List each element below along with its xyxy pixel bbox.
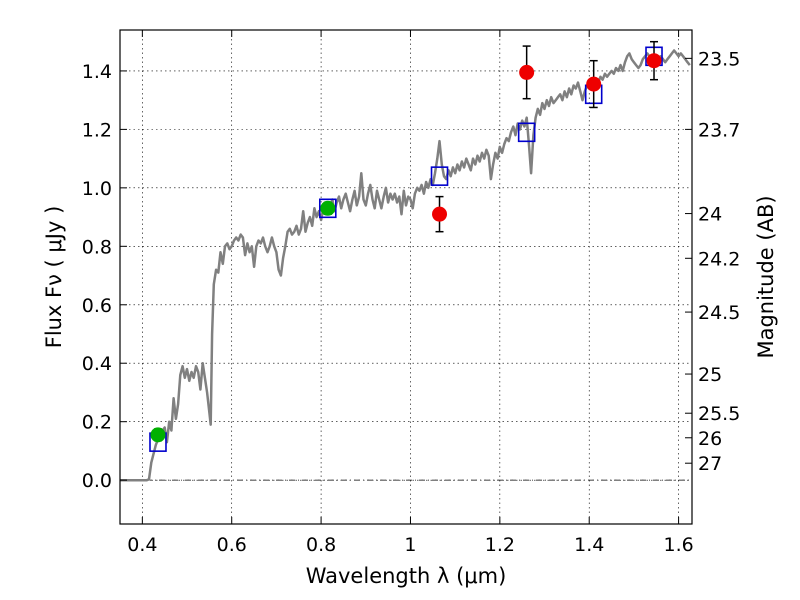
mag-tick-label: 27 [698,453,722,475]
photometry-point [432,206,448,222]
x-tick-label: 0.8 [306,534,336,556]
mag-tick-label: 24.2 [698,248,740,270]
y-tick-label: 1.2 [82,119,112,141]
x-tick-label: 0.6 [217,534,247,556]
mag-tick-label: 24.5 [698,302,740,324]
y-tick-label: 0.8 [82,236,112,258]
y-tick-label: 0.6 [82,295,112,317]
mag-tick-label: 25.5 [698,403,740,425]
mag-tick-label: 24 [698,204,722,226]
mag-tick-label: 25 [698,364,722,386]
y-tick-label: 1.0 [82,178,112,200]
photometry-point [519,64,535,80]
y-tick-label: 0.0 [82,470,112,492]
y-axis-right-label: Magnitude (AB) [754,195,778,358]
mag-tick-label: 23.5 [698,48,740,70]
photometry-point [320,200,336,216]
x-tick-label: 0.4 [127,534,157,556]
model-square-marker [318,198,337,219]
sed-template-line [120,49,691,482]
grid-lines [120,30,692,524]
y-tick-label: 0.4 [82,353,112,375]
y-tick-label: 0.2 [82,412,112,434]
photometry-point [150,427,166,443]
y-tick-label: 1.4 [82,61,112,83]
axis-ticks: 0.4 0.6 0.8 1 1.2 1.4 1.6 0.0 0.2 0.4 0.6 0.8 1.0 1.2… [82,30,740,556]
model-square-marker [430,166,449,186]
x-tick-label: 1.4 [574,534,604,556]
mag-tick-label: 26 [698,428,722,450]
x-tick-label: 1.6 [663,534,693,556]
plot-area [120,40,691,482]
plot-frame [119,29,693,525]
photometry-point [586,76,602,92]
model-square-marker [517,122,536,143]
photometry-point [646,53,662,69]
x-axis-label: Wavelength λ (μm) [306,564,507,588]
y-axis-label: Flux Fν ( μJy ) [42,206,66,349]
mag-tick-label: 23.7 [698,119,740,141]
x-tick-label: 1 [404,534,416,556]
x-tick-label: 1.2 [485,534,515,556]
